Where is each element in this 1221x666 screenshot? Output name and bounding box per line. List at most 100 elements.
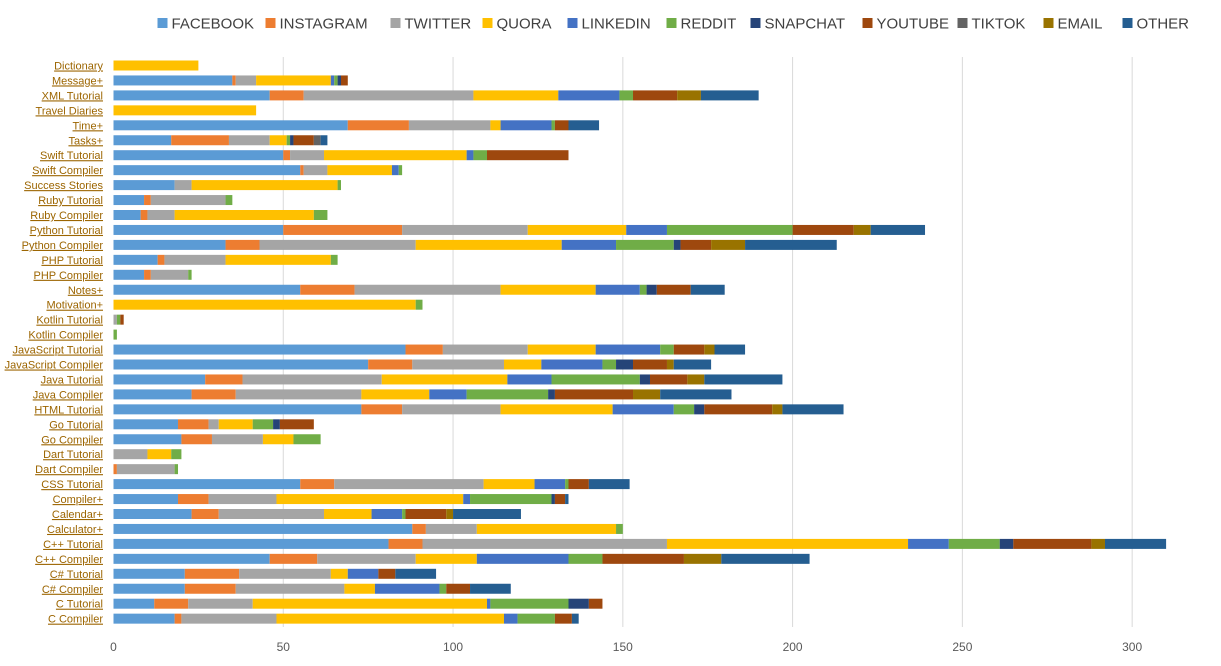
bar-c-tutorial-facebook	[113, 598, 155, 609]
bar-c-tutorial-other	[1104, 538, 1167, 549]
legend-label-twitter: TWITTER	[405, 16, 472, 33]
category-label[interactable]: Kotlin Compiler	[28, 330, 103, 342]
category-label[interactable]: HTML Tutorial	[34, 404, 103, 416]
bar-c-compiler-other	[470, 583, 511, 594]
category-label[interactable]: JavaScript Compiler	[5, 360, 104, 372]
bar-time-youtube	[554, 120, 569, 131]
bar-java-tutorial-quora	[381, 374, 508, 385]
category-label[interactable]: C# Compiler	[42, 584, 103, 596]
legend-swatch-twitter	[390, 18, 401, 28]
bar-c-compiler-twitter	[181, 613, 277, 624]
bar-c-tutorial-facebook	[113, 568, 185, 579]
bar-java-compiler-email	[633, 389, 661, 400]
bar-swift-compiler-instagram	[300, 165, 304, 176]
bar-python-tutorial-reddit	[666, 224, 793, 235]
bar-go-tutorial-reddit	[252, 419, 274, 430]
bars	[113, 60, 1167, 624]
category-label[interactable]: Go Tutorial	[49, 419, 103, 431]
category-label[interactable]: Compiler+	[53, 494, 103, 506]
category-label[interactable]: Dart Tutorial	[43, 449, 103, 461]
bar-java-tutorial-snapchat	[639, 374, 650, 385]
category-label[interactable]: C# Tutorial	[50, 569, 103, 581]
category-label[interactable]: Tasks+	[68, 135, 103, 147]
category-label[interactable]: Calculator+	[47, 524, 103, 536]
category-label[interactable]: XML Tutorial	[42, 90, 103, 102]
bar-c-tutorial-youtube	[588, 598, 603, 609]
bar-swift-tutorial-reddit	[473, 150, 488, 161]
bar-xml-tutorial-linkedin	[558, 90, 620, 101]
category-label[interactable]: Swift Tutorial	[40, 150, 103, 162]
legend-swatch-youtube	[862, 18, 873, 28]
category-label[interactable]: Java Compiler	[33, 389, 104, 401]
bar-c-compiler-facebook	[113, 613, 175, 624]
bar-java-compiler-facebook	[113, 389, 192, 400]
category-label[interactable]: JavaScript Tutorial	[13, 345, 103, 357]
category-label[interactable]: Dart Compiler	[35, 464, 103, 476]
bar-java-tutorial-linkedin	[507, 374, 552, 385]
category-label[interactable]: C++ Tutorial	[43, 539, 103, 551]
bar-go-tutorial-quora	[218, 419, 253, 430]
category-label[interactable]: Swift Compiler	[32, 165, 103, 177]
bar-c-tutorial-email	[1091, 538, 1105, 549]
bar-c-tutorial-other	[395, 568, 437, 579]
bar-c-compiler-facebook	[113, 553, 270, 564]
category-label[interactable]: Success Stories	[24, 180, 103, 192]
bar-html-tutorial-twitter	[402, 404, 501, 415]
category-label[interactable]: Message+	[52, 75, 103, 87]
bar-tasks-other	[320, 135, 328, 146]
bar-python-tutorial-youtube	[792, 224, 854, 235]
bar-java-compiler-twitter	[235, 389, 362, 400]
bar-c-compiler-youtube	[554, 613, 572, 624]
category-label[interactable]: C Compiler	[48, 614, 103, 626]
bar-ruby-compiler-instagram	[140, 210, 148, 220]
category-label[interactable]: Dictionary	[54, 61, 103, 73]
bar-swift-compiler-linkedin	[391, 165, 399, 176]
category-label[interactable]: Travel Diaries	[36, 105, 104, 117]
bar-go-compiler-facebook	[113, 434, 182, 445]
category-label[interactable]: Go Compiler	[41, 434, 103, 446]
bar-php-compiler-facebook	[113, 269, 145, 280]
bar-xml-tutorial-quora	[473, 90, 559, 101]
category-label[interactable]: C Tutorial	[56, 599, 103, 611]
bar-success-stories-reddit	[337, 180, 341, 191]
category-label[interactable]: Calendar+	[52, 509, 103, 521]
category-label[interactable]: PHP Tutorial	[41, 255, 103, 267]
category-label[interactable]: Time+	[73, 120, 103, 132]
x-tick-label: 300	[1122, 640, 1142, 654]
bar-css-tutorial-instagram	[300, 479, 335, 490]
bar-php-tutorial-twitter	[164, 254, 226, 265]
bar-c-tutorial-twitter	[239, 568, 331, 579]
bar-css-tutorial-quora	[483, 479, 535, 490]
bar-css-tutorial-linkedin	[534, 479, 566, 490]
bar-javascript-compiler-instagram	[368, 359, 413, 370]
bar-go-tutorial-instagram	[178, 419, 209, 430]
category-label[interactable]: Kotlin Tutorial	[36, 315, 103, 327]
bar-compiler-youtube	[554, 494, 566, 505]
category-label[interactable]: Java Tutorial	[41, 374, 103, 386]
bar-go-compiler-twitter	[211, 434, 263, 445]
bar-compiler-instagram	[178, 494, 209, 505]
legend: FACEBOOK INSTAGRAM TWITTER QUORA LINKEDIN RED…	[157, 16, 1189, 33]
bar-c-compiler-linkedin	[476, 553, 569, 564]
category-label[interactable]: Notes+	[68, 285, 103, 297]
bar-c-tutorial-reddit	[948, 538, 1000, 549]
bar-ruby-tutorial-reddit	[225, 195, 233, 206]
category-label[interactable]: Ruby Compiler	[30, 210, 103, 222]
category-label[interactable]: CSS Tutorial	[41, 479, 103, 491]
bar-tasks-snapchat	[290, 135, 294, 146]
bar-python-compiler-youtube	[680, 239, 712, 250]
bar-python-compiler-snapchat	[673, 239, 681, 250]
bar-c-compiler-linkedin	[503, 613, 518, 624]
bar-message-reddit	[334, 75, 338, 86]
category-label[interactable]: PHP Compiler	[34, 270, 104, 282]
bar-compiler-reddit	[470, 494, 552, 505]
category-label[interactable]: Motivation+	[46, 300, 103, 312]
category-label[interactable]: C++ Compiler	[35, 554, 103, 566]
category-label[interactable]: Python Compiler	[22, 240, 104, 252]
bar-dictionary-quora	[113, 60, 199, 71]
bar-compiler-linkedin	[463, 494, 471, 505]
bar-message-twitter	[235, 75, 257, 86]
category-label[interactable]: Python Tutorial	[30, 225, 103, 237]
bar-java-compiler-linkedin	[429, 389, 467, 400]
category-label[interactable]: Ruby Tutorial	[38, 195, 103, 207]
